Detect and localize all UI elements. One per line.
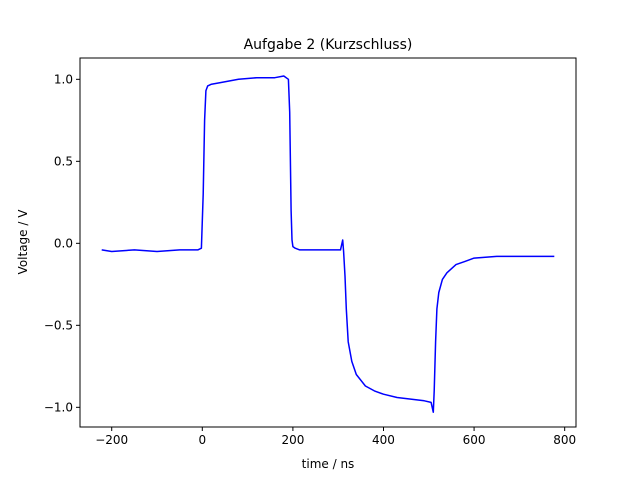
x-axis-label: time / ns: [302, 457, 355, 471]
y-tick-label: 1.0: [54, 72, 73, 86]
x-tick-label: 0: [198, 433, 206, 447]
y-tick-label: −0.5: [44, 318, 73, 332]
x-tick-label: −200: [95, 433, 128, 447]
y-tick-label: 0.5: [54, 154, 73, 168]
x-tick-label: 600: [463, 433, 486, 447]
y-tick-label: −1.0: [44, 400, 73, 414]
y-axis-label: Voltage / V: [16, 209, 30, 275]
x-tick-label: 200: [281, 433, 304, 447]
y-tick-label: 0.0: [54, 236, 73, 250]
x-tick-label: 400: [372, 433, 395, 447]
y-axis: −1.0 −0.5 0.0 0.5 1.0: [44, 72, 80, 414]
x-tick-label: 800: [553, 433, 576, 447]
series-line: [101, 75, 555, 413]
chart-title: Aufgabe 2 (Kurzschluss): [244, 37, 413, 53]
plot-area: [101, 75, 555, 413]
plot-frame: [79, 57, 577, 428]
x-axis: −200 0 200 400 600 800: [95, 427, 576, 447]
